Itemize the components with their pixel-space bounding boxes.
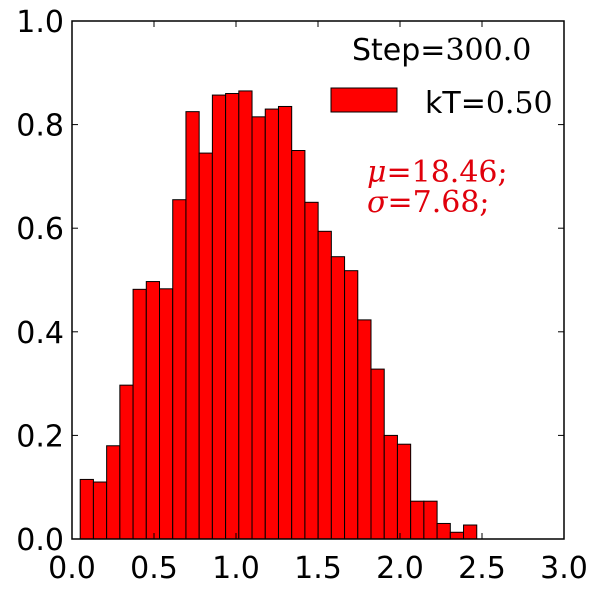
legend-swatch	[330, 87, 398, 113]
histogram-bar	[410, 500, 425, 540]
histogram-bar	[198, 152, 213, 540]
y-tick-label: 0.4	[16, 316, 64, 351]
x-tick-label: 3.0	[540, 551, 588, 586]
x-tick-label: 1.5	[294, 551, 342, 586]
histogram-bar	[317, 230, 332, 540]
histogram-bar	[92, 481, 108, 540]
mu-value: =18.46;	[387, 155, 508, 190]
histogram-bar	[238, 90, 253, 540]
histogram-bar	[370, 368, 385, 540]
histogram-bar	[211, 94, 227, 540]
histogram-bar	[449, 531, 465, 540]
x-tick-label: 0.0	[48, 551, 96, 586]
mean-annotation: μ=18.46;	[367, 155, 508, 190]
histogram-bar	[383, 434, 398, 540]
histogram-bar	[251, 116, 266, 540]
histogram-bar	[344, 270, 359, 540]
histogram-bar	[436, 522, 451, 540]
y-tick-label: 1.0	[16, 5, 64, 40]
sigma-annotation: σ=7.68;	[367, 185, 490, 220]
histogram-bar	[172, 199, 187, 540]
legend-title: Step=300.0	[352, 33, 531, 68]
legend-entry: kT=0.50	[425, 86, 553, 121]
x-tick-label: 2.0	[376, 551, 424, 586]
histogram-bar	[185, 111, 200, 540]
legend: Step=300.0 kT=0.50	[330, 33, 553, 121]
histogram-bar	[396, 443, 412, 540]
histogram-bar	[423, 500, 438, 540]
sigma-value: =7.68;	[387, 185, 489, 220]
histogram-bar	[291, 150, 306, 540]
y-tick-label: 0.2	[16, 419, 64, 454]
legend-title-value: 300.0	[445, 33, 531, 68]
legend-title-prefix: Step=	[352, 33, 445, 68]
x-tick-label: 2.5	[458, 551, 506, 586]
histogram-bar	[277, 105, 293, 540]
legend-entry-value: 0.50	[486, 86, 553, 121]
legend-entry-prefix: kT=	[425, 86, 486, 121]
sigma-symbol: σ	[367, 185, 389, 220]
histogram-bar	[225, 93, 240, 540]
x-tick-label: 1.0	[212, 551, 260, 586]
histogram-bar	[463, 524, 478, 540]
histogram-bar	[106, 445, 121, 540]
histogram-bar	[119, 384, 134, 540]
ticks-group: 0.0 0.5 1.0 1.5 2.0 2.5 3.0 0.0 0.2 0.4 0.6 0.8 1.0	[16, 5, 588, 586]
y-tick-label: 0.6	[16, 212, 64, 247]
mu-symbol: μ	[367, 155, 387, 190]
histogram-bar	[330, 256, 346, 540]
histogram-bar	[79, 478, 94, 540]
histogram-bar	[145, 281, 161, 540]
y-tick-label: 0.8	[16, 109, 64, 144]
histogram-bar	[132, 288, 147, 540]
histogram-bar	[357, 319, 372, 540]
histogram-bar	[304, 201, 319, 540]
histogram-bar	[159, 288, 174, 540]
x-tick-label: 0.5	[130, 551, 178, 586]
stats-annotation: μ=18.46; σ=7.68;	[367, 155, 508, 220]
y-tick-label: 0.0	[16, 523, 64, 558]
histogram-bar	[264, 108, 279, 540]
